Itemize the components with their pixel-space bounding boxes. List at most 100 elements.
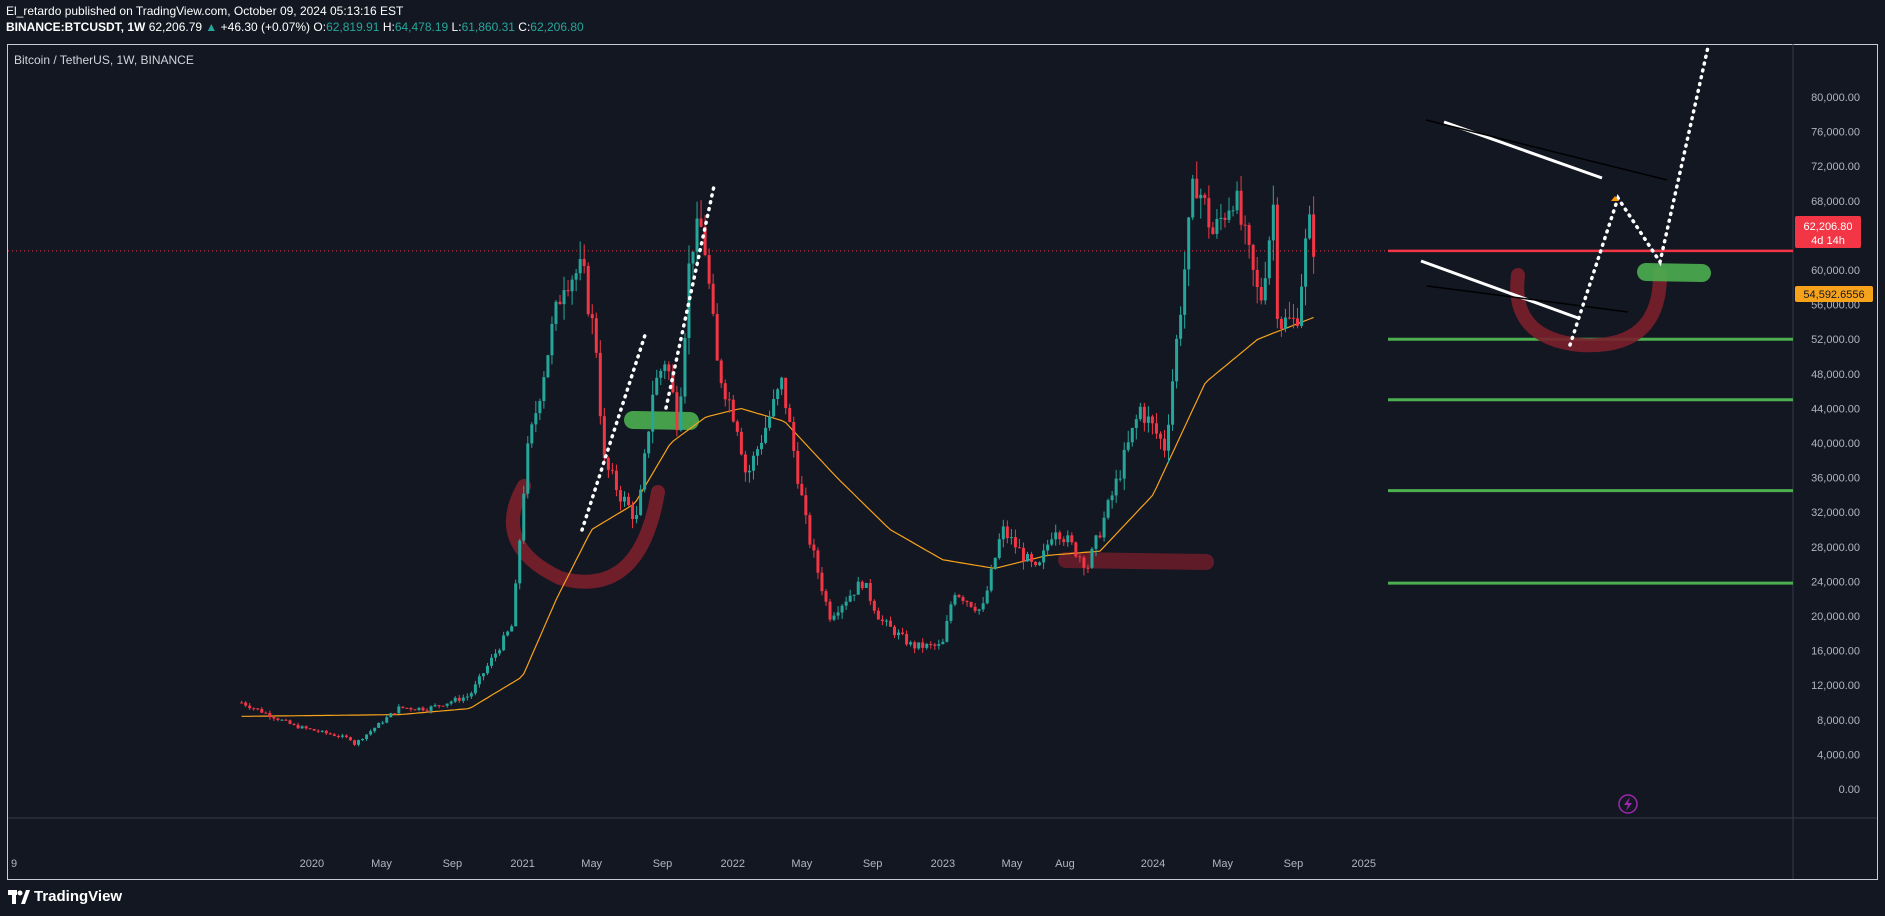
x-tick-label: 9	[11, 858, 17, 870]
y-tick-label: 80,000.00	[1811, 92, 1860, 104]
y-tick-label: 0.00	[1839, 784, 1860, 796]
candle	[457, 694, 461, 703]
candle	[1046, 539, 1050, 557]
candle	[796, 442, 800, 489]
candle	[292, 723, 296, 726]
candle	[784, 377, 788, 415]
candle	[1017, 538, 1021, 549]
candle	[494, 649, 498, 662]
candle	[949, 601, 953, 624]
candle	[473, 680, 477, 696]
candle	[884, 618, 888, 627]
x-tick-label: 2023	[931, 858, 955, 870]
candle	[840, 604, 844, 619]
candle	[498, 648, 502, 656]
candle	[1090, 547, 1094, 569]
candle	[602, 407, 606, 462]
tradingview-logo[interactable]: TradingView	[8, 888, 122, 905]
candle	[711, 273, 715, 317]
candle	[1219, 203, 1223, 231]
y-tick-label: 32,000.00	[1811, 507, 1860, 519]
candle	[792, 416, 796, 458]
annotations-front	[580, 45, 1710, 532]
y-tick-label: 16,000.00	[1811, 646, 1860, 658]
candle	[852, 594, 856, 602]
candle	[357, 739, 361, 747]
x-tick-label: May	[581, 858, 602, 870]
lightning-icon[interactable]	[1618, 794, 1638, 814]
candle	[490, 654, 494, 669]
candle	[381, 720, 385, 725]
candle	[675, 385, 679, 437]
candle	[957, 593, 961, 599]
candle	[739, 427, 743, 456]
bar-countdown: 4d 14h	[1811, 235, 1845, 247]
x-tick-label: 2022	[720, 858, 744, 870]
candle	[856, 576, 860, 595]
y-tick-label: 76,000.00	[1811, 127, 1860, 139]
change-up-icon: ▲	[205, 20, 218, 34]
candle	[1009, 528, 1013, 545]
y-tick-label: 24,000.00	[1811, 576, 1860, 588]
x-tick-label: May	[371, 858, 392, 870]
candle	[1142, 402, 1146, 432]
candle	[808, 512, 812, 549]
candle	[715, 303, 719, 361]
candle	[1167, 414, 1171, 464]
candle	[667, 361, 671, 381]
candle	[614, 464, 618, 497]
candle	[844, 596, 848, 611]
candle	[1243, 215, 1247, 245]
candle	[1098, 531, 1102, 539]
candle	[1150, 414, 1154, 435]
candle	[622, 491, 626, 508]
candle	[812, 538, 816, 558]
candle	[1054, 524, 1058, 546]
candle	[1255, 256, 1259, 304]
candle	[909, 640, 913, 647]
candle	[1211, 221, 1215, 235]
candle	[582, 244, 586, 274]
candle	[1154, 413, 1158, 439]
candle	[804, 487, 808, 525]
chart-frame[interactable]	[7, 44, 1878, 880]
candle	[465, 693, 469, 701]
x-tick-label: May	[1002, 858, 1023, 870]
candle	[1062, 536, 1066, 547]
candle	[1287, 301, 1291, 320]
candle	[598, 340, 602, 425]
x-tick-label: 2020	[300, 858, 324, 870]
x-tick-label: May	[791, 858, 812, 870]
y-tick-label: 68,000.00	[1811, 196, 1860, 208]
price-axis[interactable]: 80,000.0076,000.0072,000.0068,000.0064,0…	[1811, 92, 1860, 796]
chart-header: El_retardo published on TradingView.com,…	[6, 3, 584, 35]
candle	[743, 450, 747, 482]
candle	[1300, 273, 1304, 329]
candle	[526, 436, 530, 499]
candle	[679, 387, 683, 432]
candle	[1058, 530, 1062, 545]
cup-annotation	[505, 479, 665, 589]
price-change: +46.30 (+0.07%)	[220, 20, 311, 34]
candle	[304, 725, 308, 730]
candle	[393, 713, 397, 715]
candle	[316, 729, 320, 734]
candle	[1271, 185, 1275, 261]
candle	[397, 704, 401, 714]
candle	[659, 368, 663, 386]
candle	[506, 630, 510, 637]
candle	[365, 734, 369, 741]
candle	[1001, 519, 1005, 548]
cup-annotation	[1510, 268, 1667, 353]
time-axis[interactable]: 9 2020 May Sep 2021 May Sep 2022 May Sep 2023 May Au…	[11, 858, 1376, 870]
candle	[1114, 469, 1118, 504]
candle	[816, 547, 820, 579]
candle	[453, 696, 457, 703]
candle	[300, 725, 304, 729]
candle	[534, 401, 538, 433]
candle	[989, 564, 993, 593]
candle	[336, 734, 340, 739]
candle	[760, 435, 764, 455]
candle	[832, 612, 836, 622]
